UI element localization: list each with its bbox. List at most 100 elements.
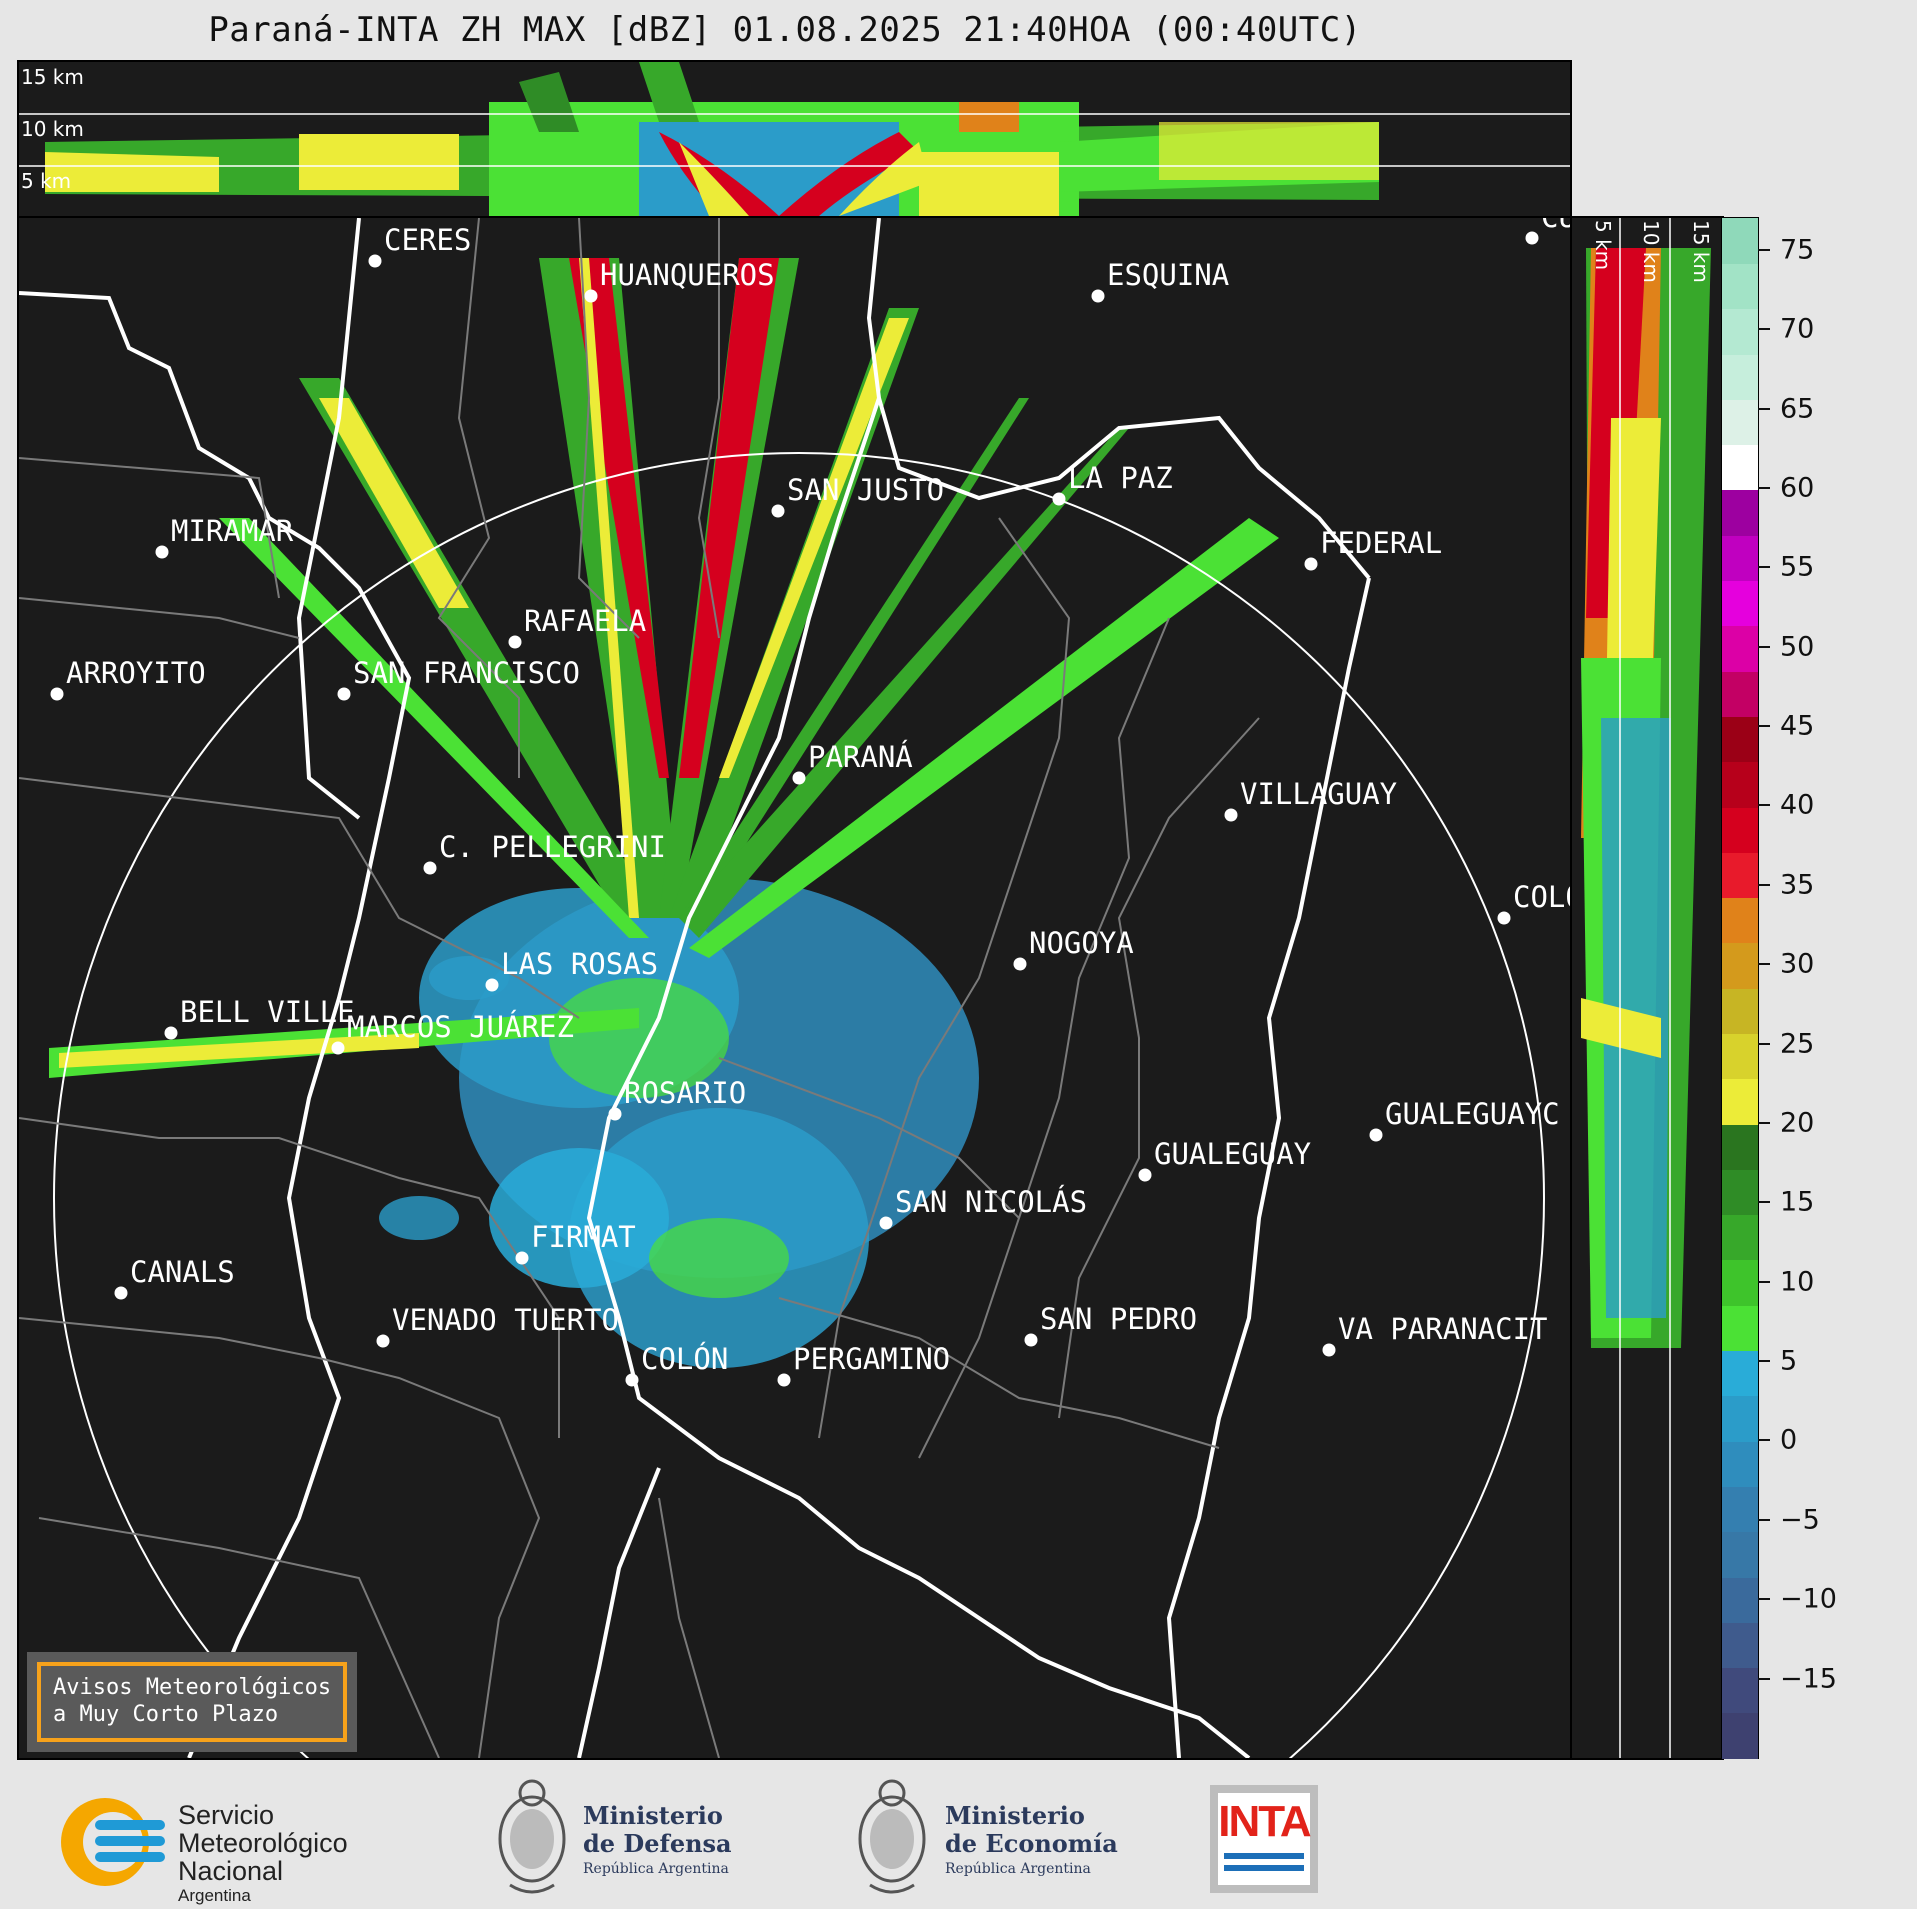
colorbar-segment xyxy=(1722,1531,1758,1578)
colorbar-tick-label: 40 xyxy=(1780,789,1815,821)
city-label: GUALEGUAY xyxy=(1154,1137,1312,1171)
top-cross-section: 15 km 10 km 5 km xyxy=(17,60,1572,218)
colorbar-segment xyxy=(1722,942,1758,989)
economia-line3: República Argentina xyxy=(945,1861,1091,1877)
smn-line1: Servicio xyxy=(178,1800,275,1830)
reflectivity-colorbar xyxy=(1721,217,1759,1759)
radar-map[interactable]: CERES HUANQUEROS ESQUINA CU SAN JUSTO LA PAZ M… xyxy=(17,216,1572,1760)
inta-logo-text: INTA xyxy=(1218,1797,1311,1846)
colorbar-tick-label: 35 xyxy=(1780,869,1815,901)
defensa-line2: de Defensa xyxy=(583,1829,732,1858)
city-dot xyxy=(164,1026,178,1040)
radar-map-svg xyxy=(19,218,1545,1758)
defensa-seal-icon xyxy=(498,1779,566,1894)
alt-label-5km: 5 km xyxy=(21,169,72,193)
alt-label-15km: 15 km xyxy=(21,65,84,89)
province-borders xyxy=(19,218,1371,1758)
city-label: ARROYITO xyxy=(66,656,206,690)
city-label: LAS ROSAS xyxy=(501,947,659,981)
colorbar-segment xyxy=(1722,1259,1758,1306)
city-label: VENADO TUERTO xyxy=(392,1303,619,1337)
city-dot xyxy=(1013,957,1027,971)
city-label: ESQUINA xyxy=(1107,258,1230,292)
alt-label-right-10km: 10 km xyxy=(1639,220,1663,283)
colorbar-tick-mark xyxy=(1758,566,1770,569)
city-label: VA PARANACIT xyxy=(1338,1312,1548,1346)
top-cross-section-plot xyxy=(19,62,1570,216)
city-dot xyxy=(1525,231,1539,245)
city-dot xyxy=(1138,1168,1152,1182)
warning-box-frame: Avisos Meteorológicos a Muy Corto Plazo xyxy=(37,1662,347,1742)
colorbar-tick-label: 50 xyxy=(1780,631,1815,663)
warning-text: Avisos Meteorológicos a Muy Corto Plazo xyxy=(53,1675,332,1727)
colorbar-tick-label: 5 xyxy=(1780,1345,1798,1377)
colorbar-tick-label: 20 xyxy=(1780,1107,1815,1139)
city-dot xyxy=(423,861,437,875)
city-dot xyxy=(625,1373,639,1387)
colorbar-tick-mark xyxy=(1758,1042,1770,1045)
colorbar-segment xyxy=(1722,806,1758,853)
colorbar-tick-mark xyxy=(1758,1280,1770,1283)
colorbar-segment xyxy=(1722,670,1758,717)
city-label: FIRMAT xyxy=(531,1220,636,1254)
inta-logo: INTA xyxy=(1210,1785,1318,1893)
right-cross-section: 5 km 10 km 15 km xyxy=(1569,216,1724,1760)
smn-line2: Meteorológico xyxy=(178,1828,348,1858)
smn-line4: Argentina xyxy=(178,1886,251,1905)
colorbar-segment xyxy=(1722,1033,1758,1080)
colorbar-segment xyxy=(1722,1305,1758,1352)
colorbar-segment xyxy=(1722,1667,1758,1714)
city-dot xyxy=(771,504,785,518)
defensa-line1: Ministerio xyxy=(583,1801,723,1830)
defensa-line3: República Argentina xyxy=(583,1861,729,1877)
city-dot xyxy=(1052,492,1066,506)
colorbar-segment xyxy=(1722,852,1758,899)
colorbar-tick-label: 75 xyxy=(1780,234,1815,266)
footer: Servicio Meteorológico Nacional Argentin… xyxy=(0,1760,1917,1909)
colorbar-segment xyxy=(1722,535,1758,582)
economia-line1: Ministerio xyxy=(945,1801,1085,1830)
city-dot xyxy=(337,687,351,701)
colorbar-tick-label: −10 xyxy=(1780,1583,1837,1615)
colorbar-tick-label: 65 xyxy=(1780,393,1815,424)
city-label: SAN PEDRO xyxy=(1040,1302,1198,1336)
colorbar-segment xyxy=(1722,988,1758,1034)
colorbar-tick-mark xyxy=(1758,248,1770,251)
colorbar-tick-label: 0 xyxy=(1780,1424,1798,1456)
city-label: LA PAZ xyxy=(1068,461,1173,495)
city-label: BELL VILLE xyxy=(180,995,355,1029)
city-label: ROSARIO xyxy=(624,1076,747,1110)
defensa-logo: Ministerio de Defensa República Argentin… xyxy=(495,1775,755,1905)
map-title: Paraná-INTA ZH MAX [dBZ] 01.08.2025 21:4… xyxy=(208,10,1362,50)
city-label: SAN JUSTO xyxy=(787,473,945,507)
inta-stripe-1 xyxy=(1224,1853,1304,1859)
right-cross-section-plot xyxy=(1581,218,1711,1758)
city-label: C. PELLEGRINI xyxy=(439,830,666,864)
city-dot xyxy=(1224,808,1238,822)
colorbar-segment xyxy=(1722,1712,1758,1759)
colorbar-tick-label: 60 xyxy=(1780,472,1815,504)
city-dot xyxy=(1304,557,1318,571)
colorbar-tick-mark xyxy=(1758,1201,1770,1204)
city-dot xyxy=(368,254,382,268)
colorbar-tick-mark xyxy=(1758,1518,1770,1521)
colorbar-segment xyxy=(1722,489,1758,536)
colorbar-tick-label: 55 xyxy=(1780,551,1815,583)
colorbar-segment xyxy=(1722,1576,1758,1623)
colorbar-tick-label: 25 xyxy=(1780,1028,1815,1060)
economia-logo: Ministerio de Economía República Argenti… xyxy=(855,1775,1125,1905)
colorbar-ticks: 75 70 65 60 55 50 45 40 35 30 25 20 15 10 5 0 −5 −10 −15 xyxy=(1758,218,1878,1758)
colorbar-tick-mark xyxy=(1758,486,1770,489)
city-label: PARANÁ xyxy=(808,740,913,774)
smn-line3: Nacional xyxy=(178,1856,284,1886)
city-dot xyxy=(155,545,169,559)
city-dot xyxy=(584,289,598,303)
colorbar-segment xyxy=(1722,263,1758,310)
colorbar-tick-mark xyxy=(1758,883,1770,886)
colorbar-segment xyxy=(1722,1350,1758,1397)
city-dot xyxy=(1024,1333,1038,1347)
city-label: PERGAMINO xyxy=(793,1342,951,1376)
department-borders xyxy=(19,218,1260,1758)
warning-box[interactable]: Avisos Meteorológicos a Muy Corto Plazo xyxy=(27,1652,357,1752)
city-dot xyxy=(608,1107,622,1121)
